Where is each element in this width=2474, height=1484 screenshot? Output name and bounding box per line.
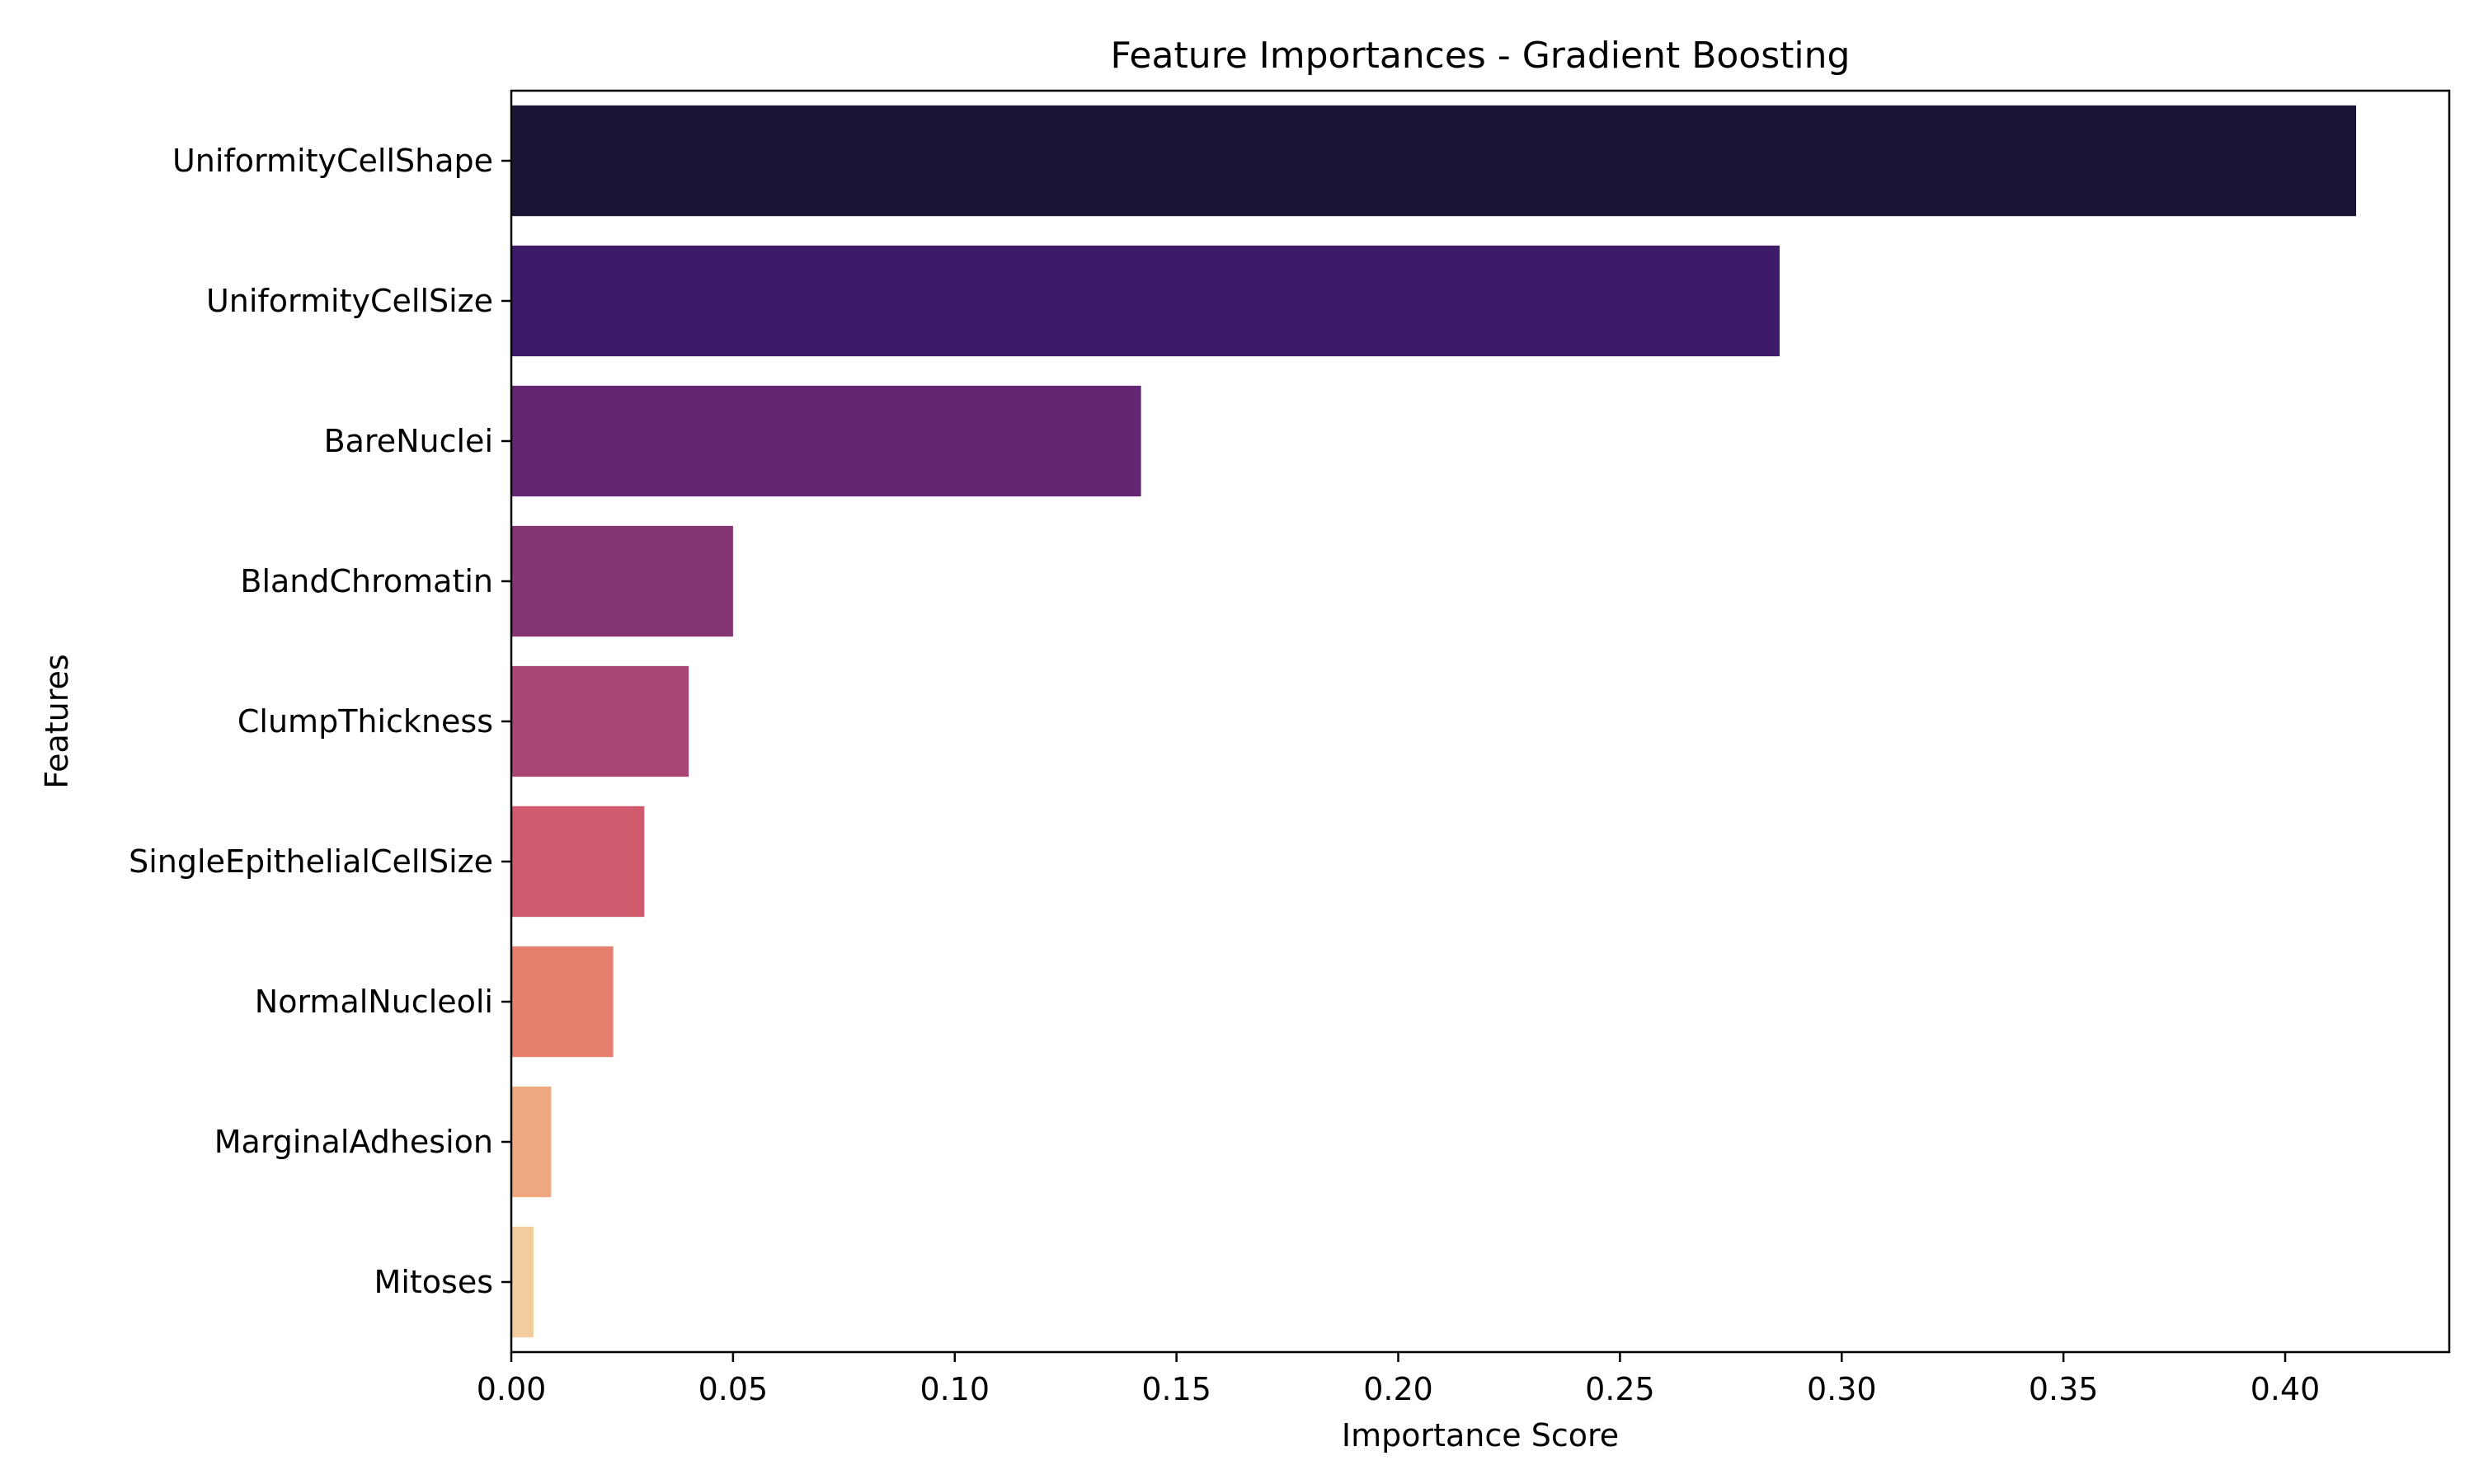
plot-frame [510, 89, 2451, 1354]
y-tick-label: UniformityCellShape [172, 143, 493, 179]
bar [511, 1226, 534, 1338]
x-tick-label: 0.20 [1363, 1371, 1433, 1407]
y-tick-label: MarginalAdhesion [214, 1124, 493, 1160]
chart-title: Feature Importances - Gradient Boosting [1111, 35, 1851, 77]
x-tick-group: 0.00 0.05 0.10 0.15 0.20 0.25 0.30 0.35 0.40 [477, 1352, 2321, 1407]
x-tick-label: 0.05 [698, 1371, 769, 1407]
y-tick-label: BareNuclei [324, 423, 493, 459]
bar [511, 1086, 552, 1198]
bar [511, 946, 614, 1058]
bar-group [511, 105, 2357, 1338]
y-tick-label: UniformityCellSize [206, 283, 493, 319]
bar [511, 385, 1141, 497]
x-tick-label: 0.25 [1585, 1371, 1655, 1407]
x-tick-label: 0.00 [477, 1371, 547, 1407]
y-tick-label: ClumpThickness [238, 703, 493, 740]
y-tick-label: Mitoses [374, 1264, 493, 1300]
x-tick-label: 0.10 [920, 1371, 990, 1407]
bar [511, 805, 645, 918]
bar [511, 105, 2357, 217]
y-tick-label: SingleEpithelialCellSize [129, 843, 493, 880]
y-tick-group: UniformityCellShape UniformityCellSize Bar… [129, 143, 511, 1300]
x-tick-label: 0.35 [2029, 1371, 2099, 1407]
y-tick-label: NormalNucleoli [255, 984, 493, 1020]
x-tick-label: 0.15 [1141, 1371, 1211, 1407]
x-tick-label: 0.30 [1807, 1371, 1877, 1407]
x-tick-label: 0.40 [2251, 1371, 2321, 1407]
x-axis-label: Importance Score [1342, 1417, 1619, 1453]
y-tick-label: BlandChromatin [240, 563, 493, 599]
bar [511, 525, 733, 637]
bar [511, 665, 689, 777]
bar [511, 245, 1780, 357]
y-axis-label: Features [39, 654, 75, 788]
